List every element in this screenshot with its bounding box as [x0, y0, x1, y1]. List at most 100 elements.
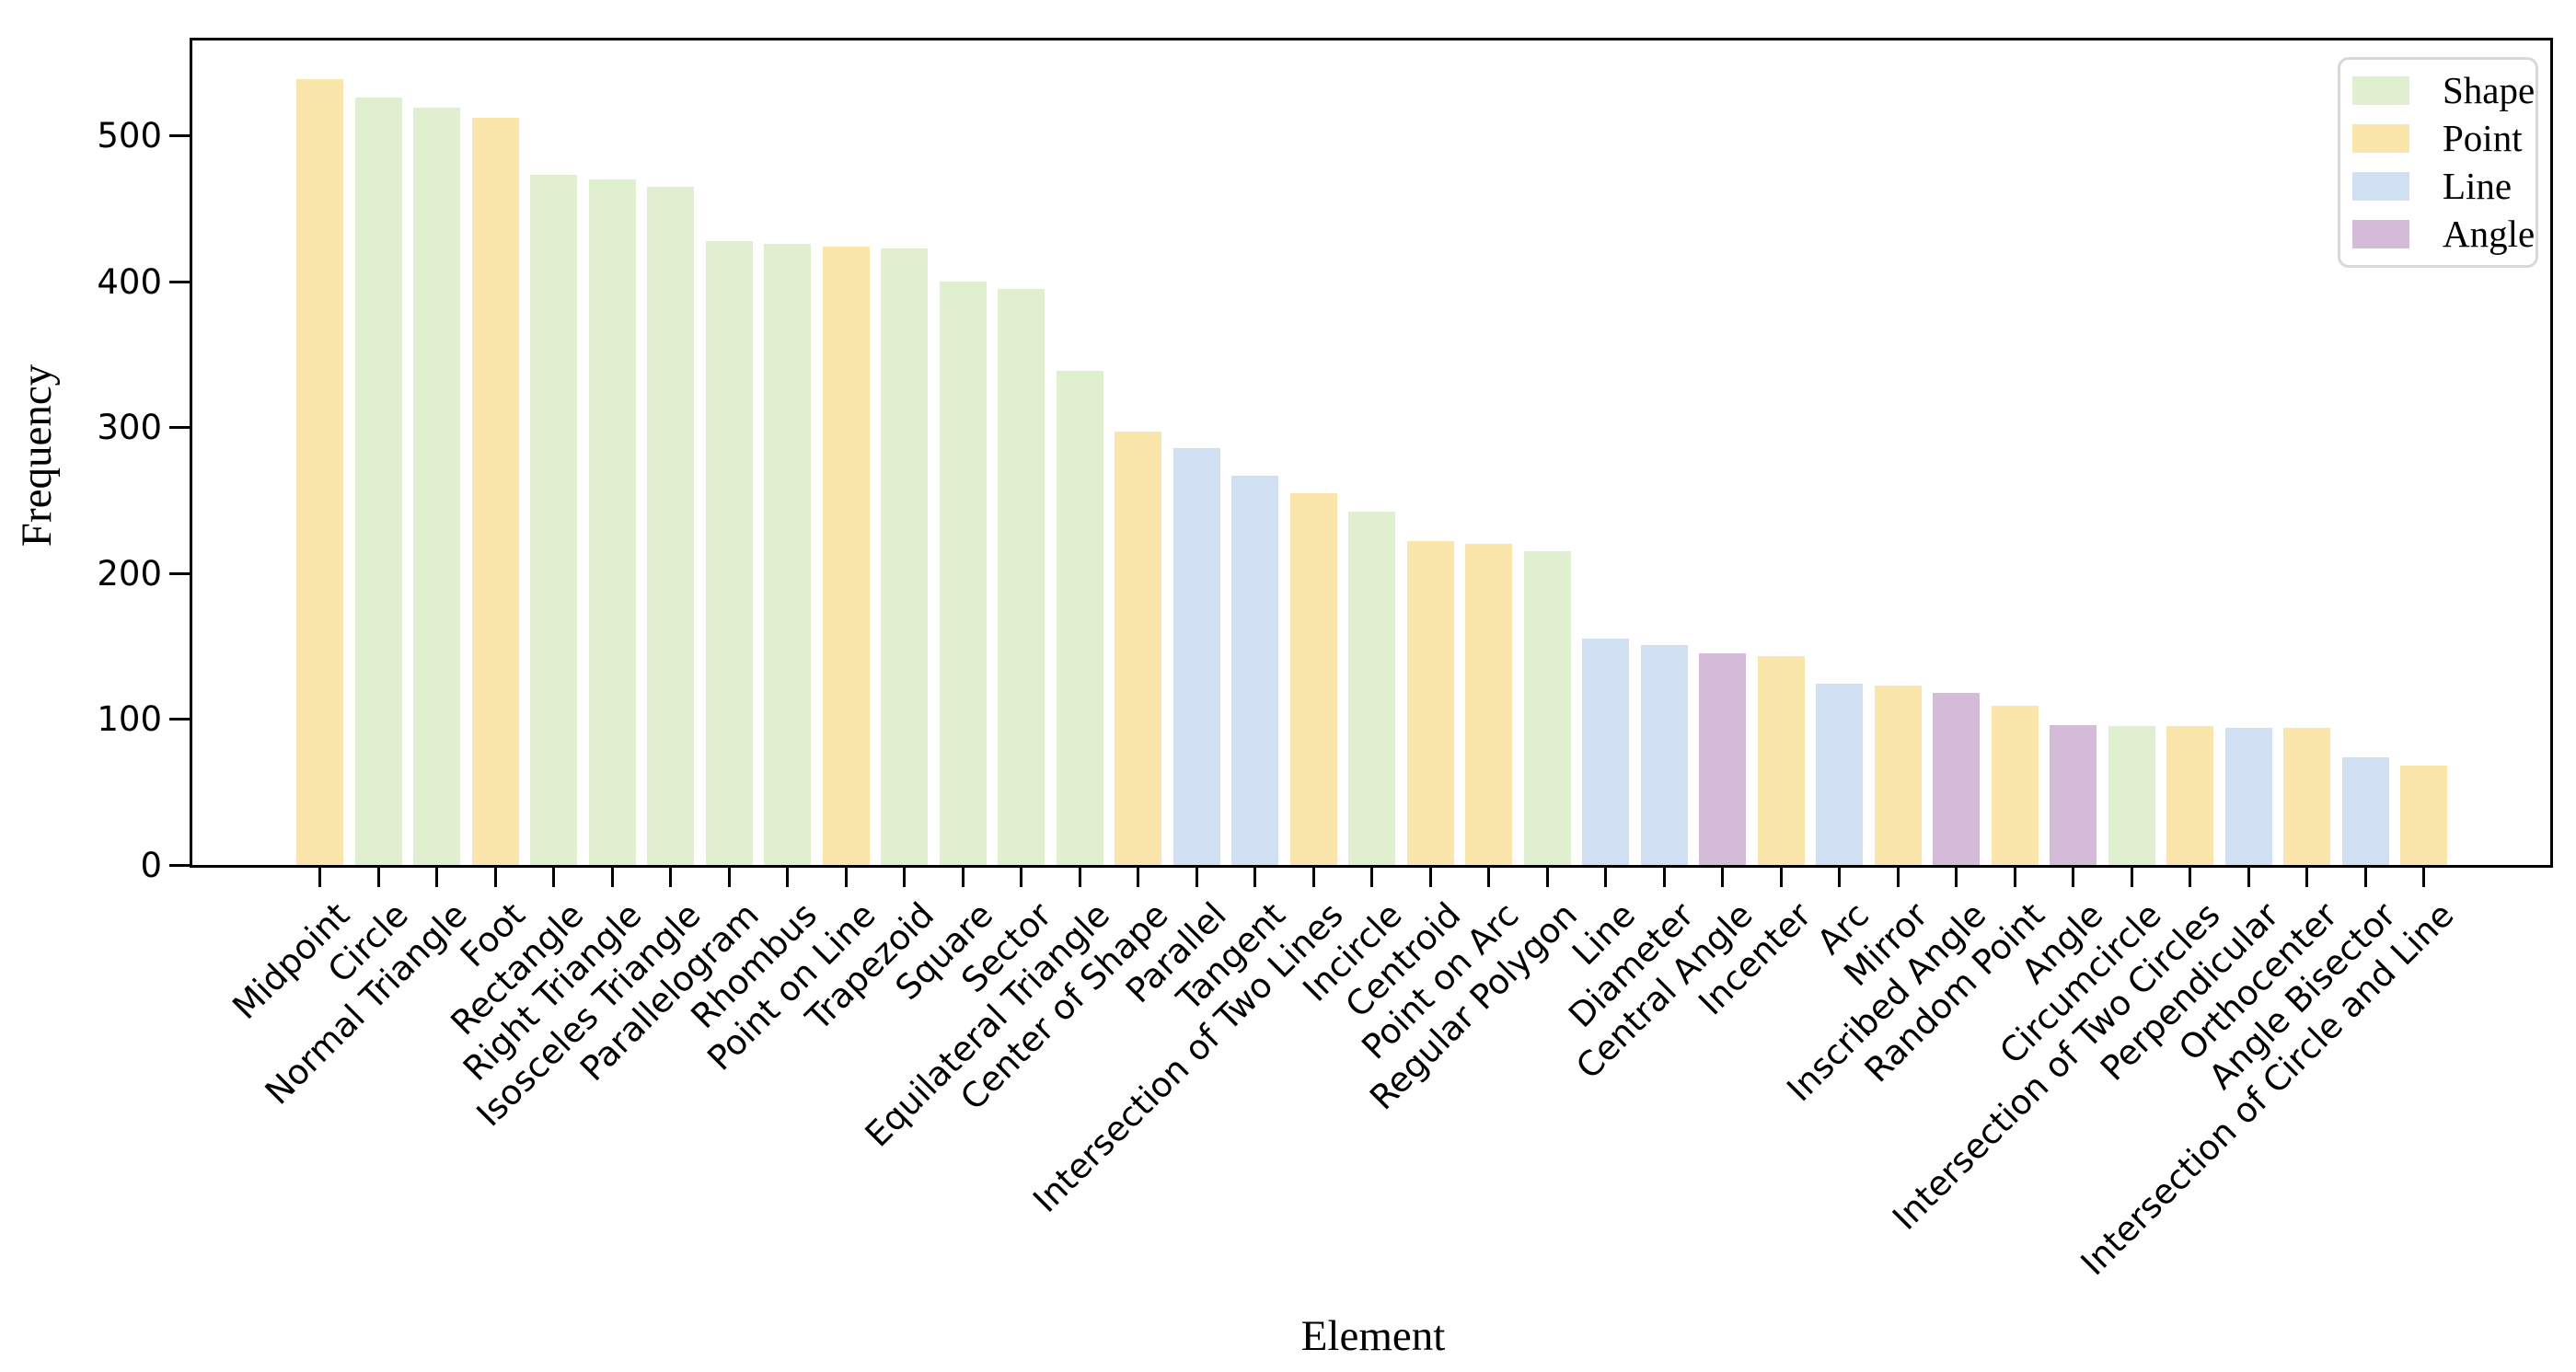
bar-square — [939, 282, 987, 865]
x-tick-mark — [1137, 868, 1139, 887]
bar-central-angle — [1699, 653, 1746, 865]
x-tick-mark — [1020, 868, 1022, 887]
x-tick-mark — [1838, 868, 1841, 887]
y-tick-label: 300 — [97, 408, 162, 447]
x-tick-mark — [610, 868, 614, 887]
bar-random-point — [1991, 706, 2039, 865]
x-tick-mark — [2072, 868, 2074, 887]
y-tick-label: 500 — [97, 116, 162, 156]
legend-label: Point — [2443, 117, 2523, 160]
legend-swatch-angle — [2352, 219, 2409, 248]
y-tick-mark — [169, 280, 190, 283]
x-tick-mark — [1604, 868, 1607, 887]
bar-centroid — [1406, 541, 1454, 865]
bar-sector — [998, 288, 1045, 865]
x-tick-mark — [2363, 868, 2367, 887]
legend-item-line: Line — [2340, 167, 2536, 205]
x-tick-mark — [2013, 868, 2016, 887]
x-tick-mark — [1487, 868, 1490, 887]
legend-item-shape: Shape — [2340, 72, 2536, 110]
y-axis-label: Frequency — [13, 363, 61, 548]
x-tick-mark — [1428, 868, 1432, 887]
x-tick-mark — [1779, 868, 1783, 887]
legend-swatch-shape — [2352, 76, 2409, 106]
x-axis-label: Element — [1300, 1312, 1446, 1360]
x-tick-mark — [376, 868, 380, 887]
x-tick-mark — [669, 868, 672, 887]
x-tick-mark — [2189, 868, 2191, 887]
x-tick-mark — [318, 868, 321, 887]
x-tick-mark — [1545, 868, 1549, 887]
bar-right-triangle — [588, 179, 636, 865]
x-tick-mark — [552, 868, 555, 887]
legend-label: Shape — [2443, 69, 2536, 112]
x-tick-mark — [435, 868, 438, 887]
bar-equilateral-triangle — [1056, 370, 1103, 865]
bar-circle — [354, 98, 402, 865]
bar-normal-triangle — [413, 108, 460, 865]
bar-trapezoid — [881, 248, 928, 865]
bar-circumcircle — [2108, 726, 2155, 865]
x-tick-mark — [2305, 868, 2308, 887]
y-tick-mark — [169, 718, 190, 721]
bar-regular-polygon — [1523, 551, 1571, 865]
bar-orthocenter — [2283, 728, 2330, 865]
bar-line — [1582, 639, 1629, 865]
y-tick-mark — [169, 426, 190, 429]
y-tick-mark — [169, 571, 190, 575]
y-tick-label: 200 — [97, 553, 162, 594]
bar-arc — [1816, 684, 1863, 865]
legend-label: Angle — [2443, 212, 2536, 255]
bar-diameter — [1640, 644, 1688, 865]
bar-inscribed-angle — [1933, 692, 1980, 865]
x-tick-mark — [1311, 868, 1315, 887]
x-tick-mark — [1253, 868, 1256, 887]
x-tick-mark — [2130, 868, 2133, 887]
legend: Shape Point Line Angle — [2338, 57, 2538, 268]
bar-rectangle — [530, 175, 577, 865]
bar-intersection-of-two-lines — [1289, 492, 1337, 865]
bar-angle-bisector — [2341, 756, 2389, 865]
bar-point-on-line — [822, 246, 870, 865]
legend-item-point: Point — [2340, 120, 2536, 157]
bar-parallel — [1172, 447, 1220, 865]
x-tick-mark — [1955, 868, 1958, 887]
x-tick-mark — [1078, 868, 1081, 887]
bar-intersection-of-two-circles — [2166, 726, 2213, 865]
y-tick-label: 100 — [97, 699, 162, 739]
y-tick-label: 400 — [97, 261, 162, 302]
bar-parallelogram — [705, 240, 753, 865]
bar-incircle — [1348, 512, 1395, 865]
bar-point-on-arc — [1465, 544, 1512, 865]
legend-swatch-point — [2352, 124, 2409, 154]
x-tick-mark — [1896, 868, 1900, 887]
x-tick-mark — [1195, 868, 1198, 887]
x-tick-mark — [903, 868, 906, 887]
bar-incenter — [1757, 656, 1805, 865]
legend-label: Line — [2443, 164, 2512, 207]
y-tick-mark — [169, 134, 190, 137]
bar-tangent — [1231, 475, 1278, 865]
bar-foot — [471, 118, 519, 865]
x-tick-mark — [727, 868, 731, 887]
bar-mirror — [1874, 686, 1922, 865]
x-tick-mark — [2247, 868, 2250, 887]
x-tick-mark — [2422, 868, 2425, 887]
x-tick-mark — [1721, 868, 1724, 887]
legend-item-angle: Angle — [2340, 212, 2536, 255]
y-tick-mark — [169, 863, 190, 867]
bar-intersection-of-circle-and-line — [2400, 766, 2447, 865]
bar-perpendicular — [2224, 728, 2272, 865]
x-tick-mark — [1662, 868, 1666, 887]
x-tick-mark — [961, 868, 965, 887]
x-tick-mark — [844, 868, 848, 887]
x-tick-mark — [786, 868, 789, 887]
y-tick-label: 0 — [140, 845, 162, 885]
legend-swatch-line — [2352, 171, 2409, 201]
bar-isosceles-triangle — [647, 186, 694, 865]
x-tick-mark — [1370, 868, 1373, 887]
bar-midpoint — [296, 78, 343, 865]
bar-center-of-shape — [1115, 432, 1161, 865]
bar-angle — [2050, 724, 2097, 865]
